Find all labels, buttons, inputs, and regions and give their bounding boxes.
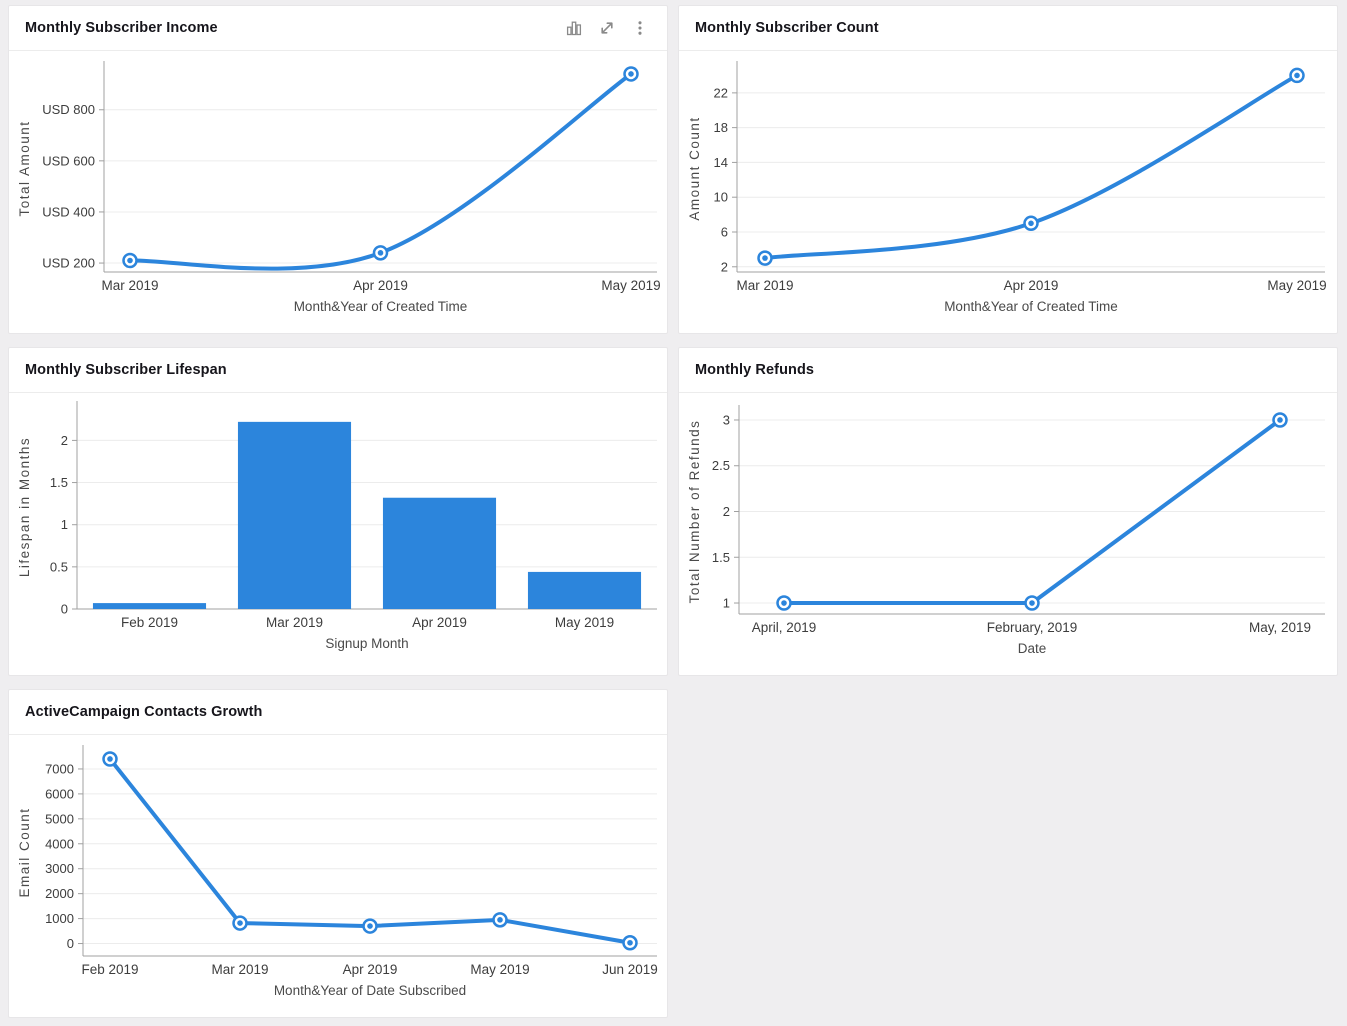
svg-text:10: 10 bbox=[714, 190, 728, 205]
svg-text:2.5: 2.5 bbox=[712, 458, 730, 473]
svg-text:7000: 7000 bbox=[45, 761, 74, 776]
panel-header: Monthly Subscriber Count bbox=[679, 6, 1337, 51]
svg-text:Month&Year of Date Subscribed: Month&Year of Date Subscribed bbox=[274, 983, 466, 998]
svg-text:1: 1 bbox=[723, 596, 730, 611]
panel-header: Monthly Refunds bbox=[679, 348, 1337, 393]
chart-activecampaign-contacts-growth[interactable]: 0 1000 2000 3000 4000 5000 6000 7000 Feb 2019 Mar… bbox=[9, 735, 667, 1016]
panel-monthly-subscriber-income: Monthly Subscriber Income bbox=[8, 5, 668, 334]
svg-text:3: 3 bbox=[723, 412, 730, 427]
panel-monthly-subscriber-count: Monthly Subscriber Count 2 6 10 14 18 22 Mar 2… bbox=[678, 5, 1338, 334]
svg-text:Feb 2019: Feb 2019 bbox=[121, 615, 178, 630]
panel-header: Monthly Subscriber Income bbox=[9, 6, 667, 51]
svg-text:Apr 2019: Apr 2019 bbox=[412, 615, 467, 630]
panel-monthly-refunds: Monthly Refunds 1 1.5 2 2.5 3 April, 2019 Febr… bbox=[678, 347, 1338, 676]
svg-text:Email Count: Email Count bbox=[17, 807, 32, 897]
column-chart-icon[interactable] bbox=[565, 19, 583, 37]
chart-monthly-refunds[interactable]: 1 1.5 2 2.5 3 April, 2019 February, 2019 May, 2… bbox=[679, 393, 1337, 674]
panel-body: 0 0.5 1 1.5 2 Feb 2019 Mar 2019 Apr 2019 May 201… bbox=[9, 393, 667, 674]
panel-title: Monthly Subscriber Income bbox=[25, 20, 218, 36]
svg-text:1.5: 1.5 bbox=[50, 475, 68, 490]
svg-text:Apr 2019: Apr 2019 bbox=[343, 962, 398, 977]
svg-text:May 2019: May 2019 bbox=[601, 278, 660, 293]
svg-text:Mar 2019: Mar 2019 bbox=[736, 278, 793, 293]
svg-text:3000: 3000 bbox=[45, 861, 74, 876]
svg-text:May, 2019: May, 2019 bbox=[1249, 620, 1311, 635]
svg-text:2000: 2000 bbox=[45, 886, 74, 901]
svg-text:2: 2 bbox=[721, 259, 728, 274]
svg-text:Apr 2019: Apr 2019 bbox=[353, 278, 408, 293]
svg-text:Total Amount: Total Amount bbox=[17, 120, 32, 216]
chart-monthly-subscriber-lifespan[interactable]: 0 0.5 1 1.5 2 Feb 2019 Mar 2019 Apr 2019 May 201… bbox=[9, 393, 667, 674]
svg-text:May 2019: May 2019 bbox=[555, 615, 614, 630]
svg-text:5000: 5000 bbox=[45, 811, 74, 826]
panel-body: USD 200 USD 400 USD 600 USD 800 Mar 2019 Apr … bbox=[9, 51, 667, 332]
svg-text:0: 0 bbox=[67, 936, 74, 951]
svg-text:USD 200: USD 200 bbox=[42, 256, 95, 271]
panel-body: 0 1000 2000 3000 4000 5000 6000 7000 Feb 2019 Mar… bbox=[9, 735, 667, 1016]
svg-text:February, 2019: February, 2019 bbox=[987, 620, 1078, 635]
svg-text:6: 6 bbox=[721, 224, 728, 239]
svg-text:USD 800: USD 800 bbox=[42, 102, 95, 117]
panel-toolbar bbox=[565, 19, 649, 37]
svg-text:Jun 2019: Jun 2019 bbox=[602, 962, 658, 977]
svg-text:Mar 2019: Mar 2019 bbox=[266, 615, 323, 630]
svg-text:Mar 2019: Mar 2019 bbox=[101, 278, 158, 293]
svg-text:Amount Count: Amount Count bbox=[687, 116, 702, 220]
svg-text:18: 18 bbox=[714, 120, 728, 135]
svg-text:1000: 1000 bbox=[45, 911, 74, 926]
svg-text:Month&Year of Created Time: Month&Year of Created Time bbox=[294, 299, 468, 314]
svg-text:1.5: 1.5 bbox=[712, 550, 730, 565]
panel-body: 1 1.5 2 2.5 3 April, 2019 February, 2019 May, 2… bbox=[679, 393, 1337, 674]
svg-text:6000: 6000 bbox=[45, 786, 74, 801]
svg-text:Apr 2019: Apr 2019 bbox=[1004, 278, 1059, 293]
svg-text:USD 600: USD 600 bbox=[42, 153, 95, 168]
svg-text:22: 22 bbox=[714, 85, 728, 100]
panel-title: ActiveCampaign Contacts Growth bbox=[25, 704, 263, 720]
expand-icon[interactable] bbox=[598, 19, 616, 37]
svg-text:Feb 2019: Feb 2019 bbox=[81, 962, 138, 977]
panel-activecampaign-contacts-growth: ActiveCampaign Contacts Growth 0 1000 2000… bbox=[8, 689, 668, 1018]
more-options-icon[interactable] bbox=[631, 19, 649, 37]
svg-text:2: 2 bbox=[61, 433, 68, 448]
svg-text:Signup Month: Signup Month bbox=[325, 636, 408, 651]
chart-monthly-subscriber-income[interactable]: USD 200 USD 400 USD 600 USD 800 Mar 2019 Apr … bbox=[9, 51, 667, 332]
panel-header: ActiveCampaign Contacts Growth bbox=[9, 690, 667, 735]
svg-text:2: 2 bbox=[723, 504, 730, 519]
svg-text:4000: 4000 bbox=[45, 836, 74, 851]
svg-text:April, 2019: April, 2019 bbox=[752, 620, 817, 635]
panel-title: Monthly Refunds bbox=[695, 362, 815, 378]
svg-text:1: 1 bbox=[61, 517, 68, 532]
svg-text:Lifespan in Months: Lifespan in Months bbox=[17, 437, 32, 577]
svg-text:Total Number of Refunds: Total Number of Refunds bbox=[687, 420, 702, 604]
svg-text:0.5: 0.5 bbox=[50, 559, 68, 574]
panel-header: Monthly Subscriber Lifespan bbox=[9, 348, 667, 393]
svg-text:Month&Year of Created Time: Month&Year of Created Time bbox=[944, 299, 1118, 314]
svg-text:Date: Date bbox=[1018, 641, 1047, 656]
svg-text:USD 400: USD 400 bbox=[42, 204, 95, 219]
panel-monthly-subscriber-lifespan: Monthly Subscriber Lifespan 0 0.5 1 1.5 2 Feb… bbox=[8, 347, 668, 676]
svg-text:0: 0 bbox=[61, 602, 68, 617]
panel-body: 2 6 10 14 18 22 Mar 2019 Apr 2019 May 2019 Month&… bbox=[679, 51, 1337, 332]
chart-monthly-subscriber-count[interactable]: 2 6 10 14 18 22 Mar 2019 Apr 2019 May 2019 Month&… bbox=[679, 51, 1337, 332]
svg-text:Mar 2019: Mar 2019 bbox=[211, 962, 268, 977]
panel-title: Monthly Subscriber Count bbox=[695, 20, 879, 36]
svg-text:14: 14 bbox=[714, 155, 728, 170]
svg-text:May 2019: May 2019 bbox=[470, 962, 529, 977]
svg-text:May 2019: May 2019 bbox=[1267, 278, 1326, 293]
panel-title: Monthly Subscriber Lifespan bbox=[25, 362, 227, 378]
